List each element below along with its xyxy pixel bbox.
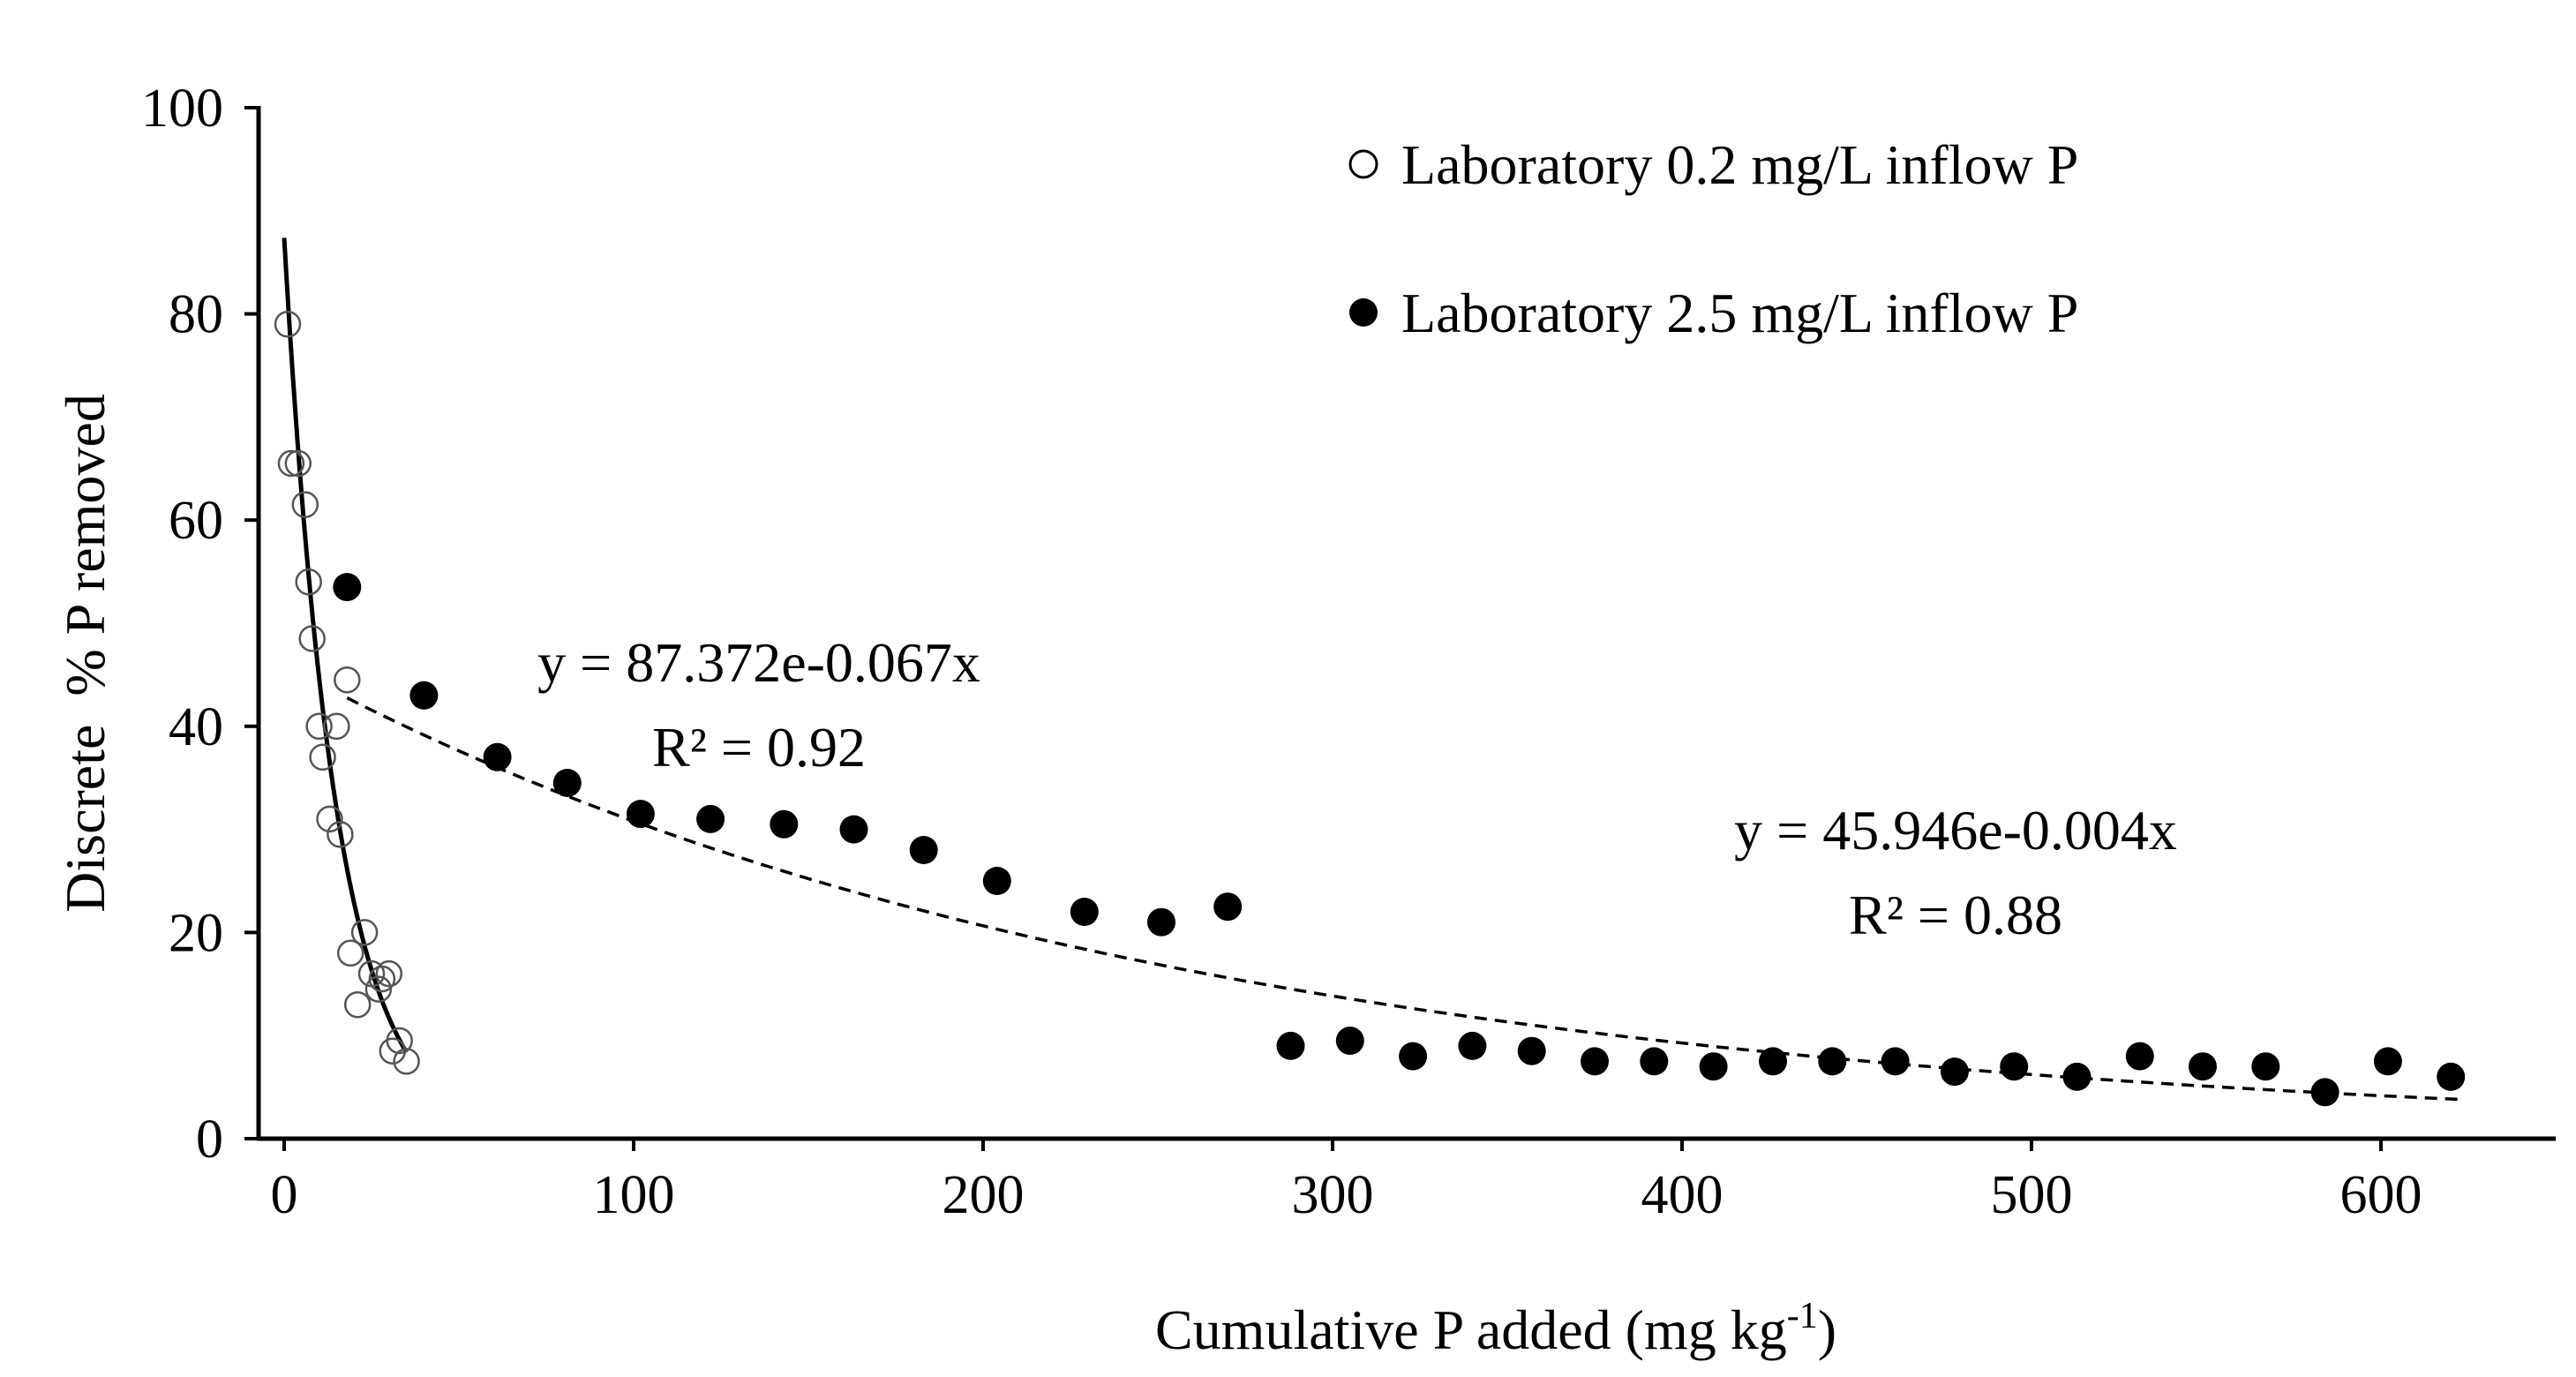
data-point-filled [982,867,1011,895]
data-point-filled [1276,1031,1305,1060]
data-point-filled [626,800,655,829]
data-point-open [393,1048,420,1075]
data-point-open [375,959,403,988]
data-point-open [343,990,372,1019]
y-axis-title: Discrete % P removed [54,394,116,913]
data-point-filled [1399,1042,1428,1071]
legend: Laboratory 0.2 mg/L inflow P Laboratory … [1348,133,2078,344]
x-tick-label: 600 [2340,1165,2422,1225]
fit-line-0-2-mg [282,237,409,1054]
y-tick-label: 20 [169,903,223,963]
data-point-open [316,805,343,833]
data-point-filled [409,681,439,710]
x-axis-title: Cumulative P added (mg kg-1) [1155,1296,1836,1361]
data-point-open [327,821,354,848]
data-point-open [336,939,364,967]
legend-marker-open-circle [1348,149,1378,179]
x-axis-ticks: 0 100 200 300 400 500 600 [271,1139,2422,1225]
data-point-filled [1881,1047,1910,1076]
data-point-filled [2125,1042,2154,1071]
fit-equation-2-5-mg: y = 45.946e-0.004x [1734,799,2177,862]
data-point-open [305,712,333,741]
data-point-filled [552,769,582,797]
data-point-filled [1699,1052,1728,1081]
x-tick-label: 0 [271,1165,298,1225]
data-point-filled [1517,1036,1546,1065]
data-point-filled [1335,1027,1364,1055]
x-tick-label: 300 [1292,1165,1374,1225]
data-point-open [295,568,322,596]
data-point-filled [1147,907,1175,937]
series-0-2-mg-points [274,311,420,1075]
y-tick-label: 100 [141,79,223,139]
data-point-filled [2000,1052,2029,1081]
y-tick-label: 60 [169,491,223,551]
data-point-filled [839,815,868,844]
data-point-filled [909,836,938,864]
data-point-filled [2062,1062,2092,1091]
data-point-open [309,743,336,771]
x-tick-label: 100 [593,1165,675,1225]
data-point-filled [1581,1047,1609,1076]
data-point-filled [770,809,799,839]
data-point-open [334,666,361,694]
legend-label-0-2-mg: Laboratory 0.2 mg/L inflow P [1401,133,2078,196]
data-point-filled [1070,898,1099,926]
data-point-open [364,975,393,1003]
legend-label-2-5-mg: Laboratory 2.5 mg/L inflow P [1401,282,2078,344]
data-point-filled [2310,1078,2339,1107]
data-point-filled [1818,1047,1847,1076]
data-point-filled [2189,1052,2217,1081]
data-point-open [274,311,302,338]
y-tick-label: 80 [169,285,223,345]
data-point-filled [333,573,362,602]
data-point-filled [1940,1057,1969,1087]
data-point-open [284,449,312,478]
data-point-open [368,965,396,993]
x-tick-label: 400 [1641,1165,1724,1225]
fit-line-2-5-mg [346,696,2459,1102]
data-point-filled [483,742,512,771]
series-2-5-mg-points [333,573,2466,1107]
y-tick-label: 0 [196,1110,223,1170]
data-point-filled [1213,892,1243,922]
data-point-open [350,919,379,946]
y-tick-label: 40 [169,697,223,757]
data-point-filled [2251,1052,2280,1081]
y-axis-ticks: 0 20 40 60 80 100 [141,79,259,1170]
data-point-filled [2373,1047,2402,1076]
data-point-filled [696,804,725,833]
legend-marker-filled-circle [1349,298,1378,327]
data-point-open [323,712,350,741]
data-point-open [298,625,326,652]
data-point-open [291,491,319,518]
x-tick-label: 200 [943,1165,1025,1225]
x-tick-label: 500 [1991,1165,2073,1225]
data-point-filled [1640,1047,1669,1076]
fit-r2-0-2-mg: R² = 0.92 [652,716,866,779]
data-point-open [386,1027,413,1055]
data-point-filled [1759,1047,1787,1076]
data-point-filled [1458,1031,1487,1060]
data-point-filled [2437,1062,2466,1091]
fit-r2-2-5-mg: R² = 0.88 [1849,884,2062,946]
data-point-open [277,449,305,478]
fit-equation-0-2-mg: y = 87.372e-0.067x [537,631,980,694]
